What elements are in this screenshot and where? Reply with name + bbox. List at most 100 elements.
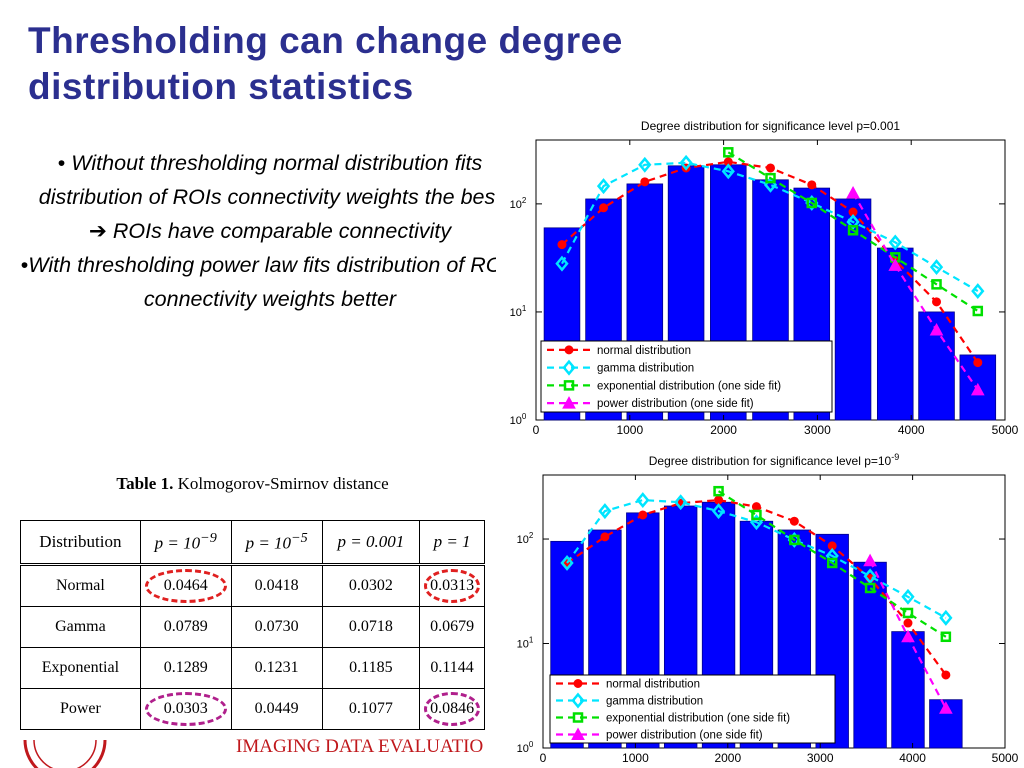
table-cell: Power [20,688,141,730]
bullet-marker: • [20,253,29,277]
marker [846,214,860,230]
bullet-marker: ➔ [88,219,107,243]
header-cell: Distribution [20,520,141,566]
logo [23,739,107,768]
x-tick-label: 1000 [622,751,649,765]
marker [638,156,652,173]
slide-title: Thresholding can change degree distribut… [28,20,623,107]
table-cell: 0.1144 [419,647,485,689]
marker [888,258,903,271]
marker [766,163,775,173]
bullet-text: Without thresholding normal distribution… [38,151,502,209]
marker [863,568,877,585]
marker [940,631,952,643]
marker [789,516,799,526]
x-tick-label: 1000 [616,423,643,437]
table-caption: Table 1. Kolmogorov-Smirnov distance [20,474,485,494]
header-cell: p = 1 [419,520,485,566]
marker [901,629,915,643]
header-text: p = 10 [245,533,292,553]
marker [555,255,569,272]
header-sup: −5 [291,530,308,547]
bullet-text: With thresholding power law fits distrib… [28,253,520,311]
x-tick-label: 3000 [807,751,834,765]
marker [888,234,902,251]
title-text: Degree distribution for significance lev… [649,454,892,468]
marker [560,555,574,571]
legend-box [549,674,836,744]
bar [834,198,872,421]
y-tick-base: 10 [517,639,529,651]
legend-label: gamma distribution [597,363,694,375]
marker [571,692,585,709]
legend-label: normal distribution [597,345,691,357]
marker [973,358,983,368]
legend-label: power distribution (one side fit) [597,398,754,410]
x-tick-label: 5000 [992,751,1019,765]
table-cell: 0.0449 [230,688,323,730]
bar [876,247,914,421]
y-tick-exponent: 1 [522,304,527,313]
x-tick-label: 2000 [710,423,737,437]
highlight-ring [424,569,480,603]
marker [903,618,913,628]
marker [711,503,726,520]
table-cell: 0.0846 [419,688,485,730]
table-cell: 0.0303 [139,688,232,730]
marker [679,154,693,171]
marker [939,701,953,714]
legend-label: normal distribution [606,679,700,691]
table-row: Power 0.0303 0.0449 0.1077 0.0846 [20,688,485,730]
series-line [852,192,979,391]
y-tick-exponent: 2 [522,196,527,205]
table-cell: 0.0313 [419,564,485,607]
marker [562,359,576,376]
marker [636,492,650,509]
y-tick-exponent: 1 [529,636,534,645]
series-line [717,490,947,638]
marker [970,382,985,396]
y-tick-label: 101 [510,304,527,319]
chart-title: Degree distribution for significance lev… [641,119,900,133]
x-tick-label: 3000 [804,423,831,437]
bullet: •With thresholding power law fits distri… [20,248,520,316]
y-tick-label: 102 [517,531,534,546]
marker [721,163,735,180]
marker [846,185,860,199]
legend-label: power distribution (one side fit) [606,730,763,742]
title-text: Degree distribution for significance lev… [641,119,900,133]
caption-label: Table 1. [116,474,174,493]
table-cell: 0.1077 [321,688,421,730]
table-cell: 0.0718 [321,606,421,648]
table-row: Gamma 0.0789 0.0730 0.0718 0.0679 [20,606,485,648]
table-cell: 0.1185 [321,647,421,689]
bar [891,631,925,749]
marker [564,345,574,355]
x-tick-label: 0 [540,751,547,765]
bar [853,561,887,749]
chart: Degree distribution for significance lev… [503,447,1023,768]
table-cell: 0.0302 [321,564,421,607]
marker [939,609,953,626]
legend-label: exponential distribution (one side fit) [606,713,790,725]
marker [941,670,951,680]
x-tick-label: 4000 [898,423,925,437]
table-cell: 0.0789 [139,606,232,648]
title-superscript: -9 [891,452,899,462]
marker [972,305,984,317]
y-tick-exponent: 0 [529,740,534,749]
highlight-ring [144,692,227,726]
table-cell: 0.0730 [230,606,323,648]
marker [562,396,576,409]
x-tick-label: 5000 [992,423,1019,437]
y-tick-label: 100 [510,412,527,427]
ks-table: Distribution p = 10−9 p = 10−5 p = 0.001 p =… [20,520,485,730]
table-row: Exponential 0.1289 0.1231 0.1185 0.1144 [20,647,485,689]
marker [901,588,915,605]
chart: Degree distribution for significance lev… [496,112,1023,440]
marker [826,557,838,569]
bullet: ➔ ROIs have comparable connectivity [20,214,520,248]
y-tick-exponent: 2 [529,531,534,540]
marker [864,582,876,594]
marker [563,380,575,391]
